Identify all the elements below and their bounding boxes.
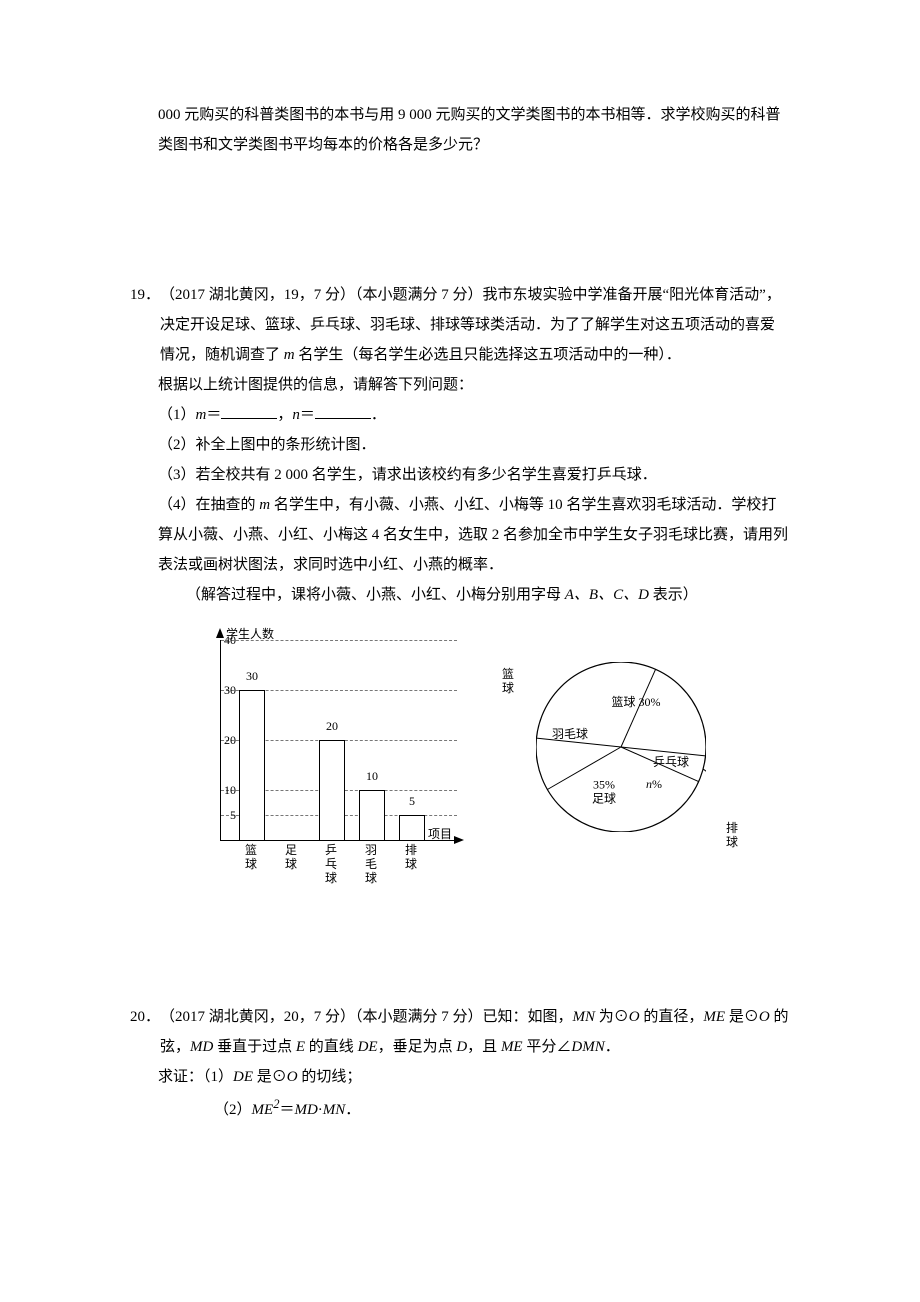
q19-p2: （2）补全上图中的条形统计图． <box>130 430 790 460</box>
q20-mn: MN <box>573 1009 596 1025</box>
pie-svg <box>536 662 706 832</box>
q20-prove-2: （2）ME2＝MD·MN． <box>130 1092 790 1125</box>
x-tick: 排球 <box>403 844 419 872</box>
q20-e1: E <box>296 1039 305 1055</box>
q19-p3: （3）若全校共有 2 000 名学生，请求出该校约有多少名学生喜爱打乒乓球． <box>130 460 790 490</box>
pie-label: 乒乓球 <box>653 755 689 769</box>
y-tick: 10 <box>224 778 236 802</box>
q20-o1: O <box>629 1009 640 1025</box>
q20-prove-label: 求证：（1） <box>158 1069 233 1085</box>
question-18-tail: 000 元购买的科普类图书的本书与用 9 000 元购买的文学类图书的本书相等．… <box>130 100 790 160</box>
q20-t2: 为⊙ <box>595 1009 629 1025</box>
q19-p4-note-a: （解答过程中，课将小薇、小燕、小红、小梅分别用字母 <box>186 587 565 603</box>
q19-intro2: 根据以上统计图提供的信息，请解答下列问题： <box>130 370 790 400</box>
bar-value: 30 <box>246 664 258 688</box>
bar-value: 20 <box>326 714 338 738</box>
x-tick: 篮球 <box>243 844 259 872</box>
q20-p2-eq: ＝ <box>279 1102 294 1118</box>
q20-o2: O <box>759 1009 770 1025</box>
q19-head: （2017 湖北黄冈，19，7 分）（本小题满分 7 分）我市东坡实验中学准备开… <box>160 280 790 370</box>
q20-t9: ，且 <box>467 1039 501 1055</box>
q19-p1-n: n <box>292 407 300 423</box>
q19-p4-note-c: 表示） <box>649 587 698 603</box>
x-tick: 足球 <box>283 844 299 872</box>
q20-t10: 平分∠ <box>523 1039 572 1055</box>
q19-charts: 学生人数 3020105 项目 510203040篮球足球乒乓球羽毛球排球 篮球… <box>186 622 790 882</box>
q20-t7: 的直线 <box>305 1039 358 1055</box>
q20-p1-de: DE <box>233 1069 253 1085</box>
q19-p4-note: （解答过程中，课将小薇、小燕、小红、小梅分别用字母 A、B、C、D 表示） <box>130 580 790 610</box>
x-axis-label: 项目 <box>428 822 452 846</box>
q20-t11: ． <box>605 1039 620 1055</box>
q19-p4-note-b: A、B、C、D <box>565 587 649 603</box>
q20-p2-end: ． <box>345 1102 360 1118</box>
y-tick: 5 <box>230 803 236 827</box>
q19-p1-label: （1） <box>158 407 196 423</box>
q19-p4-m: m <box>259 497 270 513</box>
bar <box>319 740 345 840</box>
q20-p1-b: 是⊙ <box>253 1069 287 1085</box>
q20-me2: ME <box>501 1039 523 1055</box>
question-19: 19． （2017 湖北黄冈，19，7 分）（本小题满分 7 分）我市东坡实验中… <box>130 280 790 882</box>
bar <box>359 790 385 840</box>
question-20: 20． （2017 湖北黄冈，20，7 分）（本小题满分 7 分）已知：如图，M… <box>130 1002 790 1125</box>
y-tick: 30 <box>224 678 236 702</box>
q19-number: 19． <box>130 280 160 370</box>
bar <box>239 690 265 840</box>
y-axis-arrow-icon <box>216 628 224 638</box>
q20-head: （2017 湖北黄冈，20，7 分）（本小题满分 7 分）已知：如图，MN 为⊙… <box>160 1002 790 1062</box>
q19-p1-eq1: ＝ <box>206 407 221 423</box>
y-tick: 40 <box>224 628 236 652</box>
q20-number: 20． <box>130 1002 160 1062</box>
q19-p1-m: m <box>196 407 207 423</box>
gridline <box>221 640 457 641</box>
q19-p1: （1）m＝，n＝． <box>130 400 790 430</box>
bar-value: 5 <box>409 789 415 813</box>
q20-t8: ，垂足为点 <box>378 1039 457 1055</box>
q20-dmn: DMN <box>571 1039 604 1055</box>
page: 000 元购买的科普类图书的本书与用 9 000 元购买的文学类图书的本书相等．… <box>0 0 920 1245</box>
pie-n-label: n% <box>646 777 662 791</box>
q19-p4-a: （4）在抽查的 <box>158 497 259 513</box>
pie-label: 篮球 30% <box>612 695 661 709</box>
pie-side-label: 篮球 <box>502 668 518 696</box>
q20-p2-mn: MN <box>323 1102 346 1118</box>
blank-n <box>315 403 371 419</box>
q18-text: 000 元购买的科普类图书的本书与用 9 000 元购买的文学类图书的本书相等．… <box>130 100 790 160</box>
q20-md: MD <box>190 1039 213 1055</box>
bar <box>399 815 425 840</box>
q20-prove-1: 求证：（1）DE 是⊙O 的切线； <box>130 1062 790 1092</box>
bar-chart-axes: 3020105 <box>220 640 457 841</box>
pie-label: 35%足球 <box>592 778 616 807</box>
q20-t3: 的直径， <box>640 1009 704 1025</box>
q19-p1-end: ． <box>371 407 386 423</box>
q20-p2-md: MD <box>294 1102 317 1118</box>
pie-label: 排球 <box>726 822 742 850</box>
q19-p1-eq2: ＝ <box>300 407 315 423</box>
q20-de: DE <box>358 1039 378 1055</box>
bar-chart: 学生人数 3020105 项目 510203040篮球足球乒乓球羽毛球排球 <box>186 622 476 882</box>
q19-p1-comma: ， <box>277 407 292 423</box>
y-tick: 20 <box>224 728 236 752</box>
q20-t1: （2017 湖北黄冈，20，7 分）（本小题满分 7 分）已知：如图， <box>160 1009 573 1025</box>
q20-t4: 是⊙ <box>725 1009 759 1025</box>
bar-value: 10 <box>366 764 378 788</box>
q20-p2-me: ME <box>252 1102 274 1118</box>
q20-d1: D <box>456 1039 467 1055</box>
q19-head-m: m <box>284 347 295 363</box>
pie-label: 羽毛球 <box>552 727 588 741</box>
q20-me: ME <box>703 1009 725 1025</box>
pie-chart: 篮球 篮球 30%乒乓球排球35%足球羽毛球n% <box>486 642 736 862</box>
q20-p2-a: （2） <box>214 1102 252 1118</box>
x-tick: 羽毛球 <box>363 844 379 885</box>
q19-p4: （4）在抽查的 m 名学生中，有小薇、小燕、小红、小梅等 10 名学生喜欢羽毛球… <box>130 490 790 580</box>
blank-m <box>221 403 277 419</box>
q20-t6: 垂直于过点 <box>213 1039 296 1055</box>
q20-p1-c: 的切线； <box>298 1069 362 1085</box>
x-tick: 乒乓球 <box>323 844 339 885</box>
q20-p1-o: O <box>287 1069 298 1085</box>
q19-head-b: 名学生（每名学生必选且只能选择这五项活动中的一种）． <box>295 347 681 363</box>
x-axis-arrow-icon <box>454 836 464 844</box>
